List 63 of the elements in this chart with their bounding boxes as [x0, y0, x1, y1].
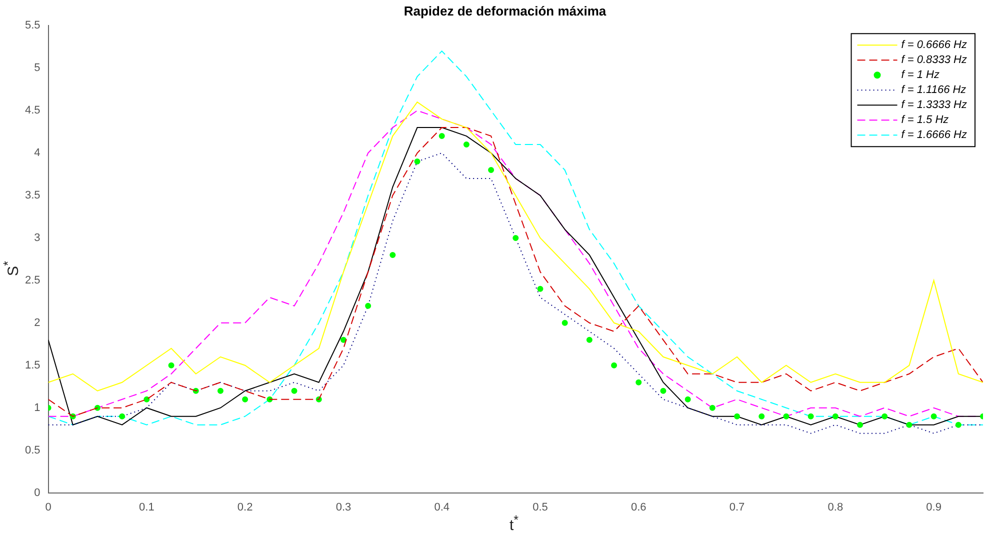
- y-tick-label: 5.5: [24, 20, 40, 32]
- y-tick-label: 1.5: [24, 359, 40, 372]
- point: [242, 396, 248, 402]
- legend-label: f = 1.1166 Hz: [901, 84, 967, 96]
- point: [586, 336, 592, 343]
- point: [119, 413, 126, 420]
- y-tick-label: 3.5: [24, 190, 40, 202]
- point: [217, 388, 224, 394]
- point: [562, 320, 568, 326]
- x-tick-label: 0.7: [729, 501, 745, 514]
- y-tick-label: 3: [34, 232, 40, 244]
- x-tick-label: 0.1: [139, 501, 154, 514]
- y-tick-label: 2: [34, 316, 40, 329]
- point: [144, 396, 150, 402]
- point: [955, 422, 962, 428]
- point: [168, 362, 174, 368]
- legend-label: f = 0.8333 Hz: [901, 54, 968, 66]
- x-tick-label: 0.2: [237, 501, 253, 514]
- point: [463, 142, 470, 148]
- point: [537, 286, 544, 292]
- y-tick-label: 1: [34, 402, 40, 414]
- x-tick-label: 0.5: [532, 501, 548, 514]
- point: [709, 404, 716, 411]
- point: [906, 422, 912, 428]
- legend-label: f = 1.3333 Hz: [901, 99, 968, 112]
- y-tick-label: 4.5: [24, 104, 40, 117]
- point: [365, 302, 372, 309]
- point: [291, 388, 298, 394]
- y-tick-label: 0: [34, 486, 40, 499]
- point: [882, 413, 888, 420]
- y-tick-label: 0.5: [24, 444, 40, 456]
- chart-title: Rapidez de deformación máxima: [404, 3, 607, 18]
- point: [611, 362, 618, 368]
- x-tick-label: 0.4: [434, 501, 450, 514]
- y-tick-label: 5: [34, 62, 40, 74]
- y-tick-label: 2.5: [24, 274, 40, 286]
- legend-label: f = 1.6666 Hz: [901, 129, 968, 142]
- x-tick-label: 0.3: [336, 501, 352, 514]
- point: [390, 252, 396, 258]
- y-tick-label: 4: [34, 147, 40, 160]
- point: [857, 422, 864, 428]
- x-axis-title: t$^{*}$: [508, 513, 520, 534]
- point: [660, 388, 666, 394]
- point: [438, 133, 445, 140]
- legend-label: f = 0.6666 Hz: [901, 39, 968, 52]
- point: [488, 167, 494, 174]
- point: [414, 158, 420, 165]
- x-tick-label: 0.8: [828, 501, 844, 514]
- legend-label: f = 1 Hz: [901, 69, 940, 82]
- point: [636, 379, 642, 386]
- point: [808, 413, 814, 420]
- point: [832, 413, 838, 420]
- legend-label: f = 1.5 Hz: [901, 114, 950, 126]
- point: [783, 413, 790, 420]
- point: [734, 413, 740, 420]
- x-tick-label: 0: [45, 501, 52, 514]
- point: [684, 396, 691, 402]
- point: [512, 234, 519, 241]
- x-tick-label: 0.9: [926, 501, 942, 514]
- point: [930, 413, 937, 420]
- x-tick-label: 0.6: [630, 501, 646, 514]
- point: [340, 336, 346, 343]
- point: [758, 413, 765, 420]
